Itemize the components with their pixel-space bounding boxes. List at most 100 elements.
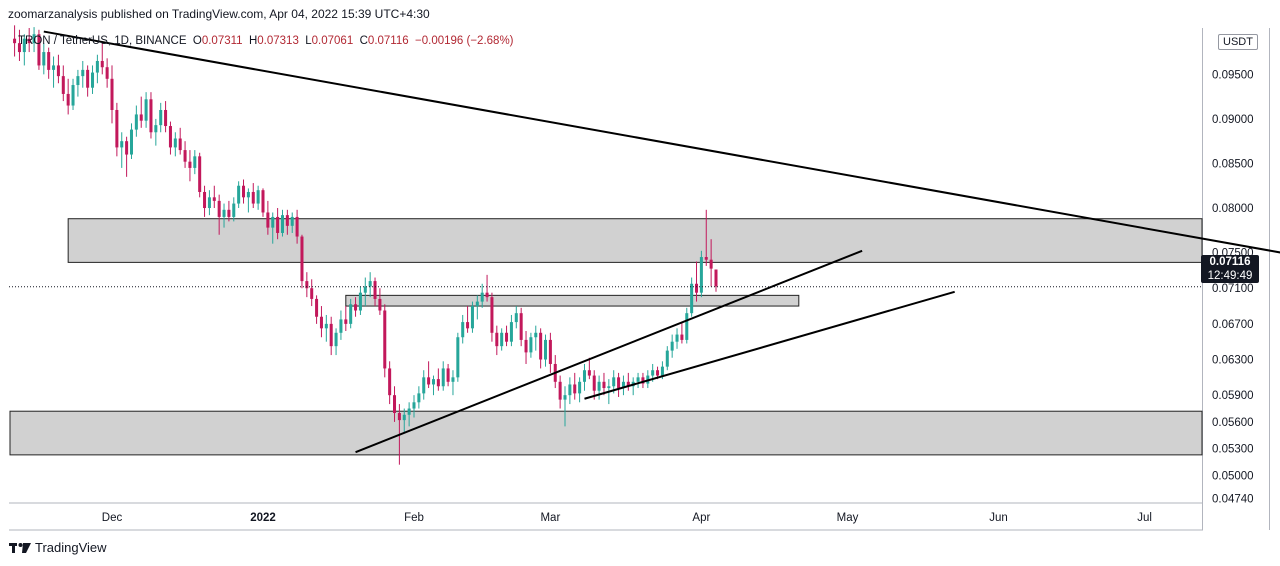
candle-body xyxy=(27,38,31,44)
candle-body xyxy=(368,281,372,287)
candle-body xyxy=(378,298,382,311)
candle-body xyxy=(183,150,187,162)
y-tick-label: 0.05000 xyxy=(1212,470,1254,482)
candle xyxy=(237,181,241,209)
candle-body xyxy=(266,212,270,228)
candle xyxy=(52,56,56,88)
candle-body xyxy=(105,67,109,79)
candle xyxy=(271,212,275,244)
candle xyxy=(539,328,543,369)
candle-body xyxy=(315,298,319,317)
candle-body xyxy=(324,323,328,329)
candle-body xyxy=(110,78,114,110)
candle xyxy=(529,332,533,358)
price-axis[interactable]: 0.04740 0.05000 0.05300 0.05600 0.05900 0.063… xyxy=(1212,69,1254,505)
candle-body xyxy=(193,156,197,168)
candle-body xyxy=(544,339,548,360)
candle xyxy=(266,200,270,235)
candle xyxy=(480,283,484,308)
candle-body xyxy=(222,209,226,217)
low-label: L xyxy=(305,35,312,47)
candle-body xyxy=(71,85,75,106)
candle xyxy=(276,208,280,240)
candle xyxy=(144,92,148,128)
candle-body xyxy=(466,322,470,329)
candle xyxy=(295,209,299,244)
candle-body xyxy=(699,257,703,293)
low-value: 0.07061 xyxy=(311,35,354,47)
candle-body xyxy=(76,76,80,86)
candle xyxy=(242,179,246,204)
candle-body xyxy=(607,386,611,389)
candle xyxy=(305,272,309,298)
symbol-label[interactable]: TRON / TetherUS, 1D, BINANCE xyxy=(18,35,187,47)
candle xyxy=(388,361,392,405)
candle xyxy=(573,372,577,400)
candle xyxy=(315,295,319,324)
candle xyxy=(32,27,36,53)
candle-body xyxy=(714,269,718,287)
candle-body xyxy=(587,370,591,376)
candle-body xyxy=(310,288,314,299)
candle-body xyxy=(568,384,572,396)
candle-body xyxy=(81,69,85,77)
candle-body xyxy=(393,395,397,413)
candle-body xyxy=(709,259,713,269)
x-tick-label: Dec xyxy=(102,512,123,524)
candle-body xyxy=(305,281,309,289)
candle xyxy=(690,277,694,317)
tradingview-brand[interactable]: TradingView xyxy=(9,540,107,555)
candle-body xyxy=(295,216,299,237)
candle-body xyxy=(232,203,236,217)
candle-body xyxy=(656,370,660,376)
candle-body xyxy=(500,332,504,347)
support-resistance-zones xyxy=(9,218,1203,456)
x-tick-label: Mar xyxy=(540,512,560,524)
candle xyxy=(56,54,60,84)
time-axis[interactable]: Dec 2022 Feb Mar Apr May Jun Jul xyxy=(102,512,1152,524)
candle xyxy=(641,372,645,389)
candle-body xyxy=(237,185,241,204)
candle-body xyxy=(690,283,694,314)
candle xyxy=(285,209,289,235)
candle-body xyxy=(56,65,60,77)
candle xyxy=(120,132,124,168)
candle xyxy=(602,372,606,396)
candle-body xyxy=(276,216,280,233)
candle xyxy=(251,183,255,209)
candle-body xyxy=(207,197,211,209)
candle-body xyxy=(17,43,21,53)
candle xyxy=(125,136,129,177)
candle-body xyxy=(441,368,445,387)
candle xyxy=(714,269,718,292)
candle xyxy=(129,123,133,160)
candle xyxy=(617,372,621,397)
candle xyxy=(441,361,445,391)
open-value: 0.07311 xyxy=(201,35,243,47)
candle-body xyxy=(13,38,17,44)
candle-body xyxy=(86,69,90,88)
candle xyxy=(159,102,163,133)
candle-body xyxy=(412,402,416,409)
candle xyxy=(47,47,51,79)
candle xyxy=(310,279,314,307)
candle xyxy=(631,377,635,396)
candle-body xyxy=(188,161,192,168)
trendline-1 xyxy=(355,249,863,454)
currency-badge[interactable]: USDT xyxy=(1218,34,1258,50)
candle-body xyxy=(319,316,323,329)
candle xyxy=(490,292,494,342)
candle-body xyxy=(509,322,513,342)
y-tick-label: 0.04740 xyxy=(1212,494,1254,506)
candle xyxy=(699,250,703,298)
candle xyxy=(680,322,684,344)
candle xyxy=(358,286,362,315)
candle xyxy=(300,234,304,289)
candle xyxy=(451,370,455,396)
candle-body xyxy=(388,368,392,396)
candle xyxy=(597,375,601,400)
candle xyxy=(198,152,202,198)
y-tick-label: 0.08000 xyxy=(1212,203,1254,215)
candlestick-series xyxy=(13,25,718,465)
